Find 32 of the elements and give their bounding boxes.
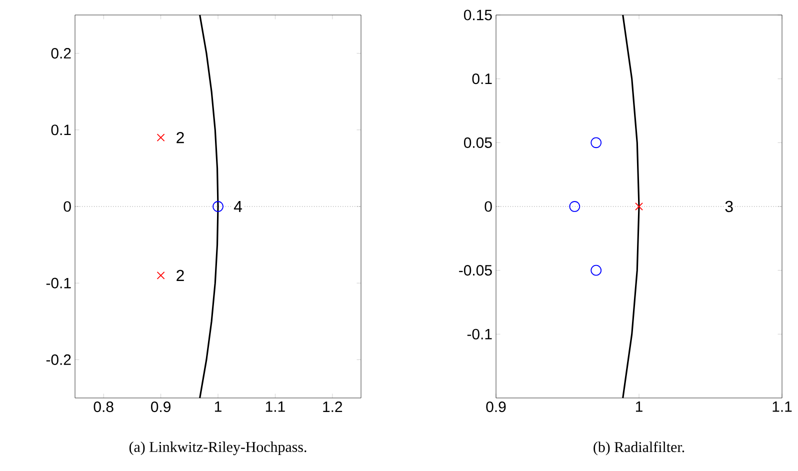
annotation: 3 <box>725 200 733 212</box>
point <box>212 201 224 212</box>
x-tick-label: 0.9 <box>486 402 506 412</box>
point <box>156 134 165 142</box>
point <box>590 264 602 276</box>
x-tick-label: 1.1 <box>772 402 792 412</box>
annotation: 2 <box>176 270 184 281</box>
y-tick-label: -0.05 <box>459 265 492 276</box>
text: (b) Radialfilter. <box>594 442 684 456</box>
x-tick-label: 1 <box>636 402 642 412</box>
point <box>156 271 165 280</box>
point <box>635 202 643 210</box>
y-tick-label: -0.1 <box>467 328 492 340</box>
y-tick-label: 0 <box>64 201 71 212</box>
annotation: 2 <box>176 132 184 144</box>
x-tick-label: 1.2 <box>323 402 342 412</box>
x-tick-label: 0.8 <box>94 402 114 412</box>
y-tick-label: 0 <box>484 201 492 212</box>
point <box>569 201 580 212</box>
y-tick-label: 0.1 <box>472 74 492 84</box>
y-tick-label: 0.2 <box>51 48 71 59</box>
point <box>590 137 602 148</box>
x-tick-label: 0.9 <box>151 402 170 412</box>
text: (a) Linkwitz-Riley-Hochpass. <box>129 442 306 456</box>
y-tick-label: 0.05 <box>464 137 492 148</box>
y-tick-label: 0.1 <box>51 124 71 136</box>
y-tick-label: -0.2 <box>46 354 71 365</box>
x-tick-label: 1 <box>214 402 222 412</box>
annotation: 4 <box>234 201 242 212</box>
y-tick-label: 0.15 <box>464 10 492 20</box>
y-tick-label: -0.1 <box>46 278 71 288</box>
x-tick-label: 1.1 <box>266 402 285 412</box>
